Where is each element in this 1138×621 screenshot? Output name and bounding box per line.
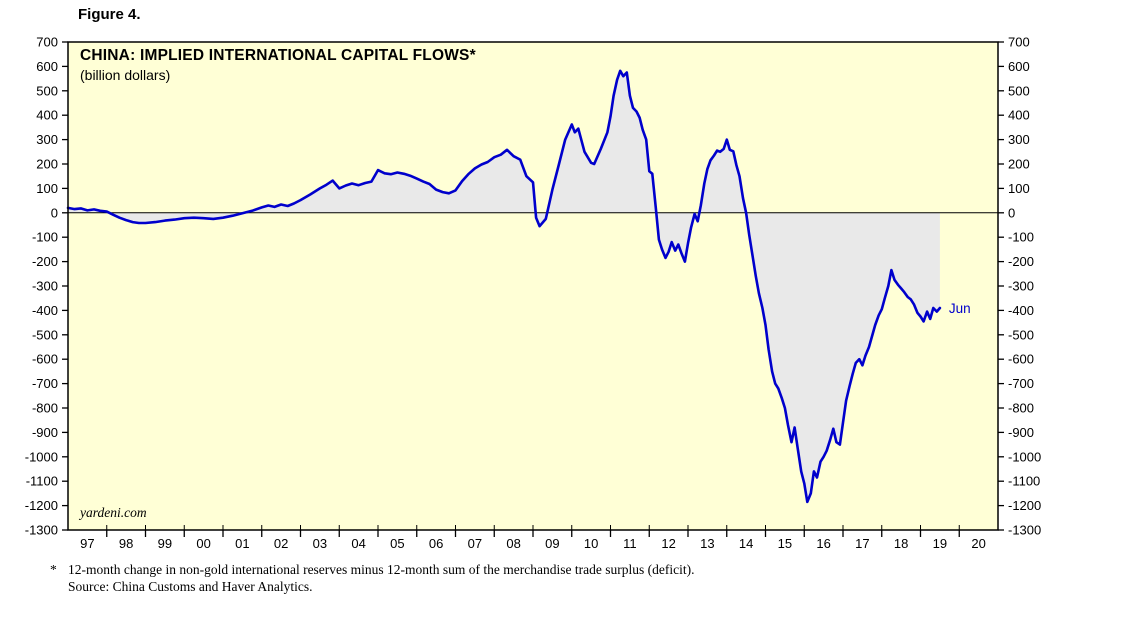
y-axis-label-left: 400 [36,108,58,123]
x-axis-label: 08 [506,536,520,551]
x-axis-label: 13 [700,536,714,551]
x-axis-label: 04 [351,536,365,551]
y-axis-label-left: -1300 [25,523,58,538]
y-axis-label-right: -1000 [1008,449,1041,464]
x-axis-label: 11 [623,536,637,551]
y-axis-label-right: -500 [1008,327,1034,342]
y-axis-label-left: -1000 [25,449,58,464]
y-axis-label-right: -100 [1008,230,1034,245]
y-axis-label-right: -800 [1008,401,1034,416]
source-line: Source: China Customs and Haver Analytic… [50,578,694,595]
y-axis-label-right: 0 [1008,205,1015,220]
y-axis-label-left: 500 [36,83,58,98]
x-axis-label: 00 [196,536,210,551]
y-axis-label-right: 300 [1008,132,1030,147]
y-axis-label-right: 200 [1008,157,1030,172]
y-axis-label-left: -200 [32,254,58,269]
x-axis-label: 98 [119,536,133,551]
y-axis-label-left: -800 [32,401,58,416]
y-axis-label-right: -700 [1008,376,1034,391]
last-point-label: Jun [949,301,971,316]
x-axis-label: 16 [816,536,830,551]
y-axis-label-right: 700 [1008,35,1030,50]
source-text: Source: China Customs and Haver Analytic… [68,579,313,594]
y-axis-label-left: -100 [32,230,58,245]
footnote-line: * 12-month change in non-gold internatio… [50,561,694,578]
x-axis-label: 99 [158,536,172,551]
footnote-text: 12-month change in non-gold internationa… [68,562,695,577]
y-axis-label-left: -700 [32,376,58,391]
y-axis-label-left: 100 [36,181,58,196]
y-axis-label-right: -1300 [1008,523,1041,538]
x-axis-label: 10 [584,536,598,551]
series-line [66,69,942,504]
x-axis-label: 15 [778,536,792,551]
y-axis-label-right: 600 [1008,59,1030,74]
x-axis-label: 19 [933,536,947,551]
y-axis-label-left: -1100 [26,474,58,489]
y-axis-label-left: -300 [32,279,58,294]
y-axis-label-left: 0 [51,205,58,220]
y-axis-label-left: -600 [32,352,58,367]
series-fill [68,70,940,502]
x-axis-label: 17 [855,536,869,551]
y-axis-label-left: -1200 [25,498,58,513]
y-axis-label-left: -500 [32,327,58,342]
x-axis-label: 01 [235,536,249,551]
x-axis-label: 18 [894,536,908,551]
x-axis-label: 09 [545,536,559,551]
y-axis-label-left: 200 [36,157,58,172]
y-axis-label-right: -1200 [1008,498,1041,513]
x-axis-label: 06 [429,536,443,551]
x-axis-label: 03 [313,536,327,551]
footnote-spacer [50,578,68,595]
x-axis-label: 07 [468,536,482,551]
footnote-marker: * [50,562,57,577]
footnote: * 12-month change in non-gold internatio… [50,561,694,595]
x-axis-label: 02 [274,536,288,551]
x-axis-label: 20 [971,536,985,551]
x-axis-label: 14 [739,536,753,551]
y-axis-label-right: 100 [1008,181,1030,196]
y-axis-label-right: -200 [1008,254,1034,269]
y-axis-label-right: -900 [1008,425,1034,440]
watermark: yardeni.com [80,505,147,520]
chart-title: CHINA: IMPLIED INTERNATIONAL CAPITAL FLO… [80,47,476,64]
y-axis-label-left: -400 [32,303,58,318]
x-axis-label: 12 [661,536,675,551]
y-axis-label-right: 500 [1008,83,1030,98]
figure-label: Figure 4. [78,6,141,23]
x-axis-label: 97 [80,536,94,551]
y-axis-label-right: -400 [1008,303,1034,318]
y-axis-label-right: -600 [1008,352,1034,367]
y-axis-label-left: 700 [36,35,58,50]
x-axis-label: 05 [390,536,404,551]
y-axis-label-right: -300 [1008,279,1034,294]
y-axis-label-left: -900 [32,425,58,440]
y-axis-label-right: 400 [1008,108,1030,123]
y-axis-label-right: -1100 [1008,474,1040,489]
y-axis-label-left: 300 [36,132,58,147]
chart-subtitle: (billion dollars) [80,67,171,83]
y-axis-label-left: 600 [36,59,58,74]
